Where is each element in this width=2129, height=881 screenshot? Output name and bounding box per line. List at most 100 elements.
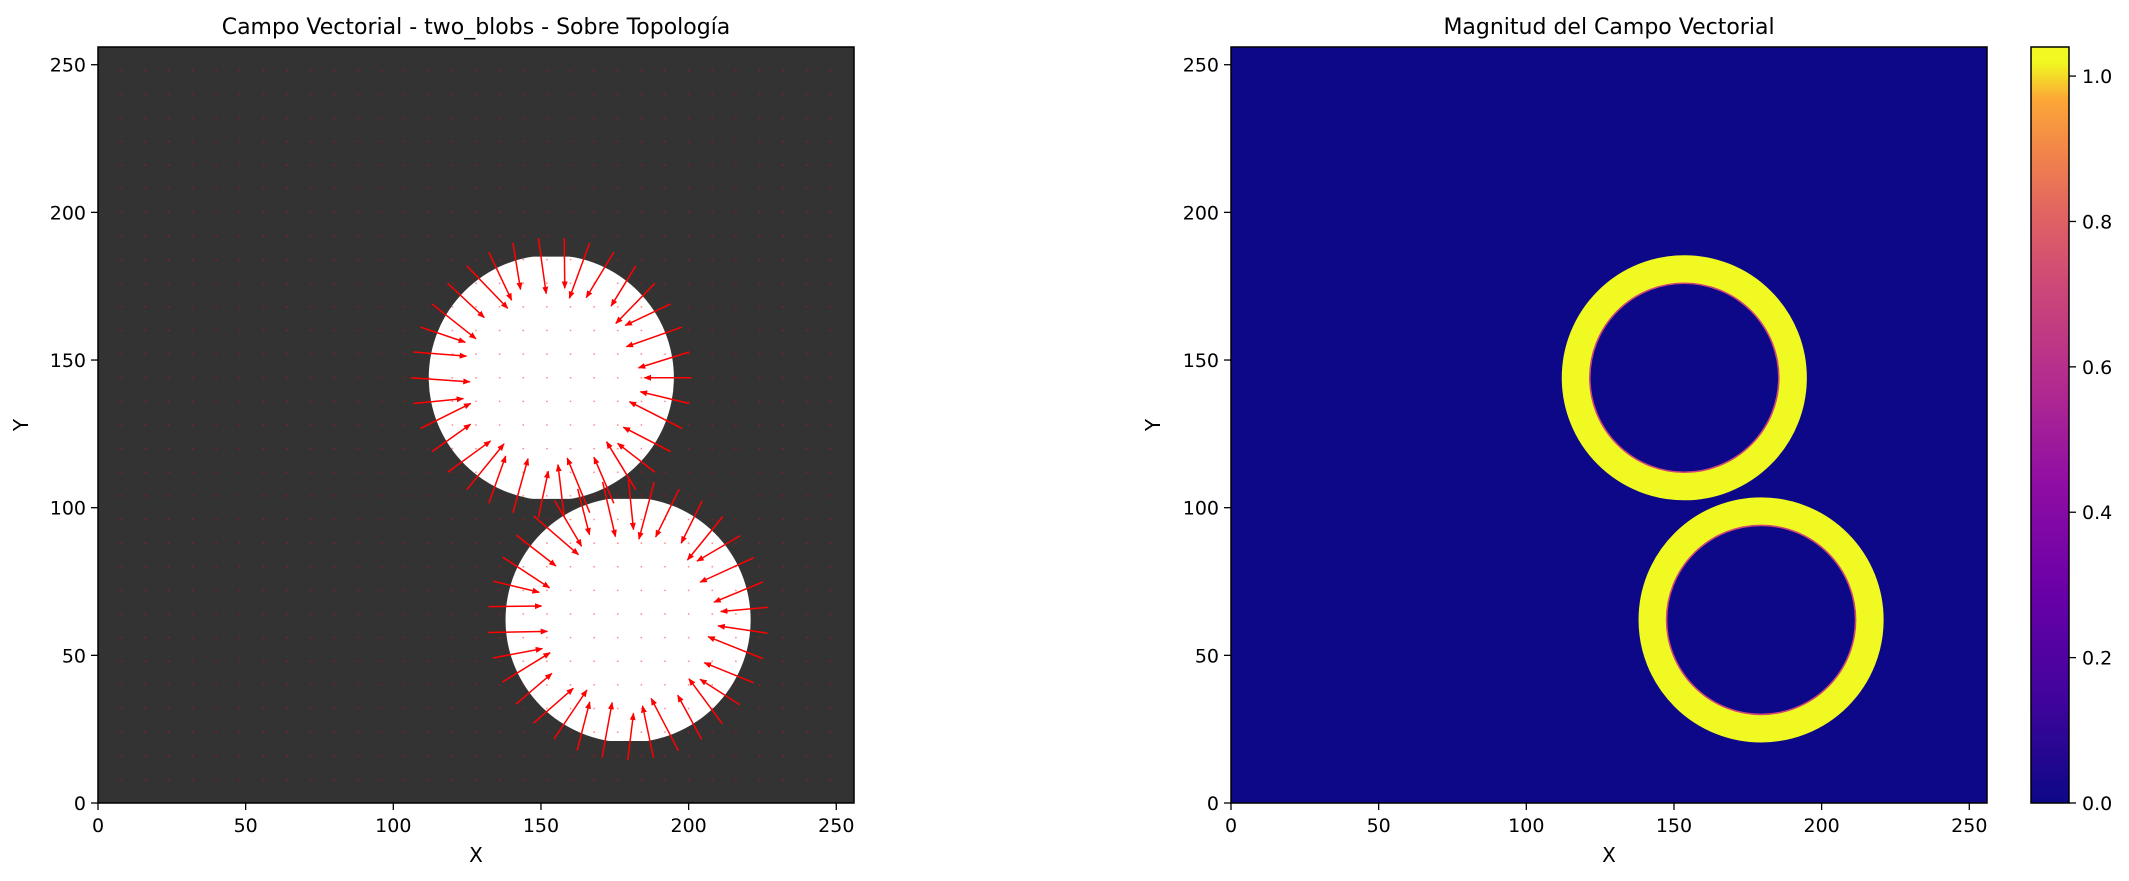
zero-vector [593,400,596,403]
zero-vector [167,211,170,214]
magnitude-ring-2 [1638,497,1884,743]
zero-vector [475,258,477,261]
zero-vector [380,542,383,545]
zero-vector [238,707,241,710]
zero-vector [475,754,477,757]
zero-vector [758,211,761,214]
zero-vector [687,636,690,639]
zero-vector [309,707,312,710]
zero-vector [711,376,714,379]
zero-vector [356,69,359,72]
zero-vector [616,376,619,379]
zero-vector [191,707,194,710]
zero-vector [498,211,501,214]
zero-vector [144,305,147,308]
zero-vector [664,329,666,332]
zero-vector [262,305,265,308]
zero-vector [427,778,430,781]
zero-vector [616,471,619,474]
zero-vector [215,116,218,119]
zero-vector [191,211,194,214]
right-y-tick-label: 250 [1183,55,1219,77]
zero-vector [427,471,430,474]
zero-vector [356,778,359,781]
zero-vector [120,164,123,167]
zero-vector [191,164,194,167]
zero-vector [356,211,359,214]
zero-vector [120,305,123,308]
zero-vector [286,69,288,72]
vector-arrow [610,265,637,307]
zero-vector [593,258,596,261]
zero-vector [569,731,572,734]
zero-vector [262,424,265,426]
zero-vector [309,329,312,332]
zero-vector [616,329,619,332]
zero-vector [522,707,525,710]
zero-vector [356,542,359,545]
zero-vector [687,282,690,285]
zero-vector [167,660,170,663]
zero-vector [498,329,501,332]
zero-vector [404,400,407,403]
zero-vector [380,731,383,734]
zero-vector [498,235,501,237]
zero-vector [191,731,194,734]
zero-vector [711,69,714,72]
vector-arrow [713,581,764,603]
zero-vector [805,235,808,237]
zero-vector [569,636,572,639]
colorbar-tick-label: 1.0 [2082,66,2112,88]
magnitude-ring-inner-edge [1589,282,1780,474]
zero-vector [309,565,312,568]
vector-arrow [622,426,671,453]
zero-vector [475,494,477,497]
zero-vector [687,778,690,781]
zero-vector [640,778,643,781]
vector-arrow [719,606,768,614]
zero-vector [120,471,123,474]
zero-vector [404,305,407,308]
zero-vector [805,282,808,285]
zero-vector [475,164,477,167]
zero-vector [640,471,643,474]
zero-vector [404,707,407,710]
zero-vector [333,140,336,143]
zero-vector [734,518,737,521]
zero-vector [144,731,147,734]
zero-vector [356,305,359,308]
zero-vector [286,707,288,710]
zero-vector [782,93,785,96]
zero-vector [380,305,383,308]
zero-vector [215,400,218,403]
zero-vector [498,589,501,592]
zero-vector [215,518,218,521]
zero-vector [616,518,619,521]
zero-vector [286,400,288,403]
zero-vector [498,518,501,521]
left-y-axis-label: Y [9,418,33,432]
left-y-tick-label: 50 [62,645,86,667]
zero-vector [734,305,737,308]
zero-vector [286,305,288,308]
zero-vector [545,589,548,592]
zero-vector [829,282,832,285]
zero-vector [829,542,832,545]
zero-vector [451,140,454,143]
zero-vector [167,518,170,521]
vector-arrow [447,440,492,473]
zero-vector [664,211,666,214]
zero-vector [829,305,832,308]
zero-vector [356,731,359,734]
zero-vector [120,235,123,237]
zero-vector [545,305,548,308]
vector-arrow [410,377,471,385]
zero-vector [451,69,454,72]
zero-vector [356,93,359,96]
zero-vector [120,731,123,734]
zero-vector [191,613,194,615]
zero-vector [593,329,596,332]
zero-vector [286,424,288,426]
zero-vector [664,565,666,568]
vector-arrow [696,534,741,562]
